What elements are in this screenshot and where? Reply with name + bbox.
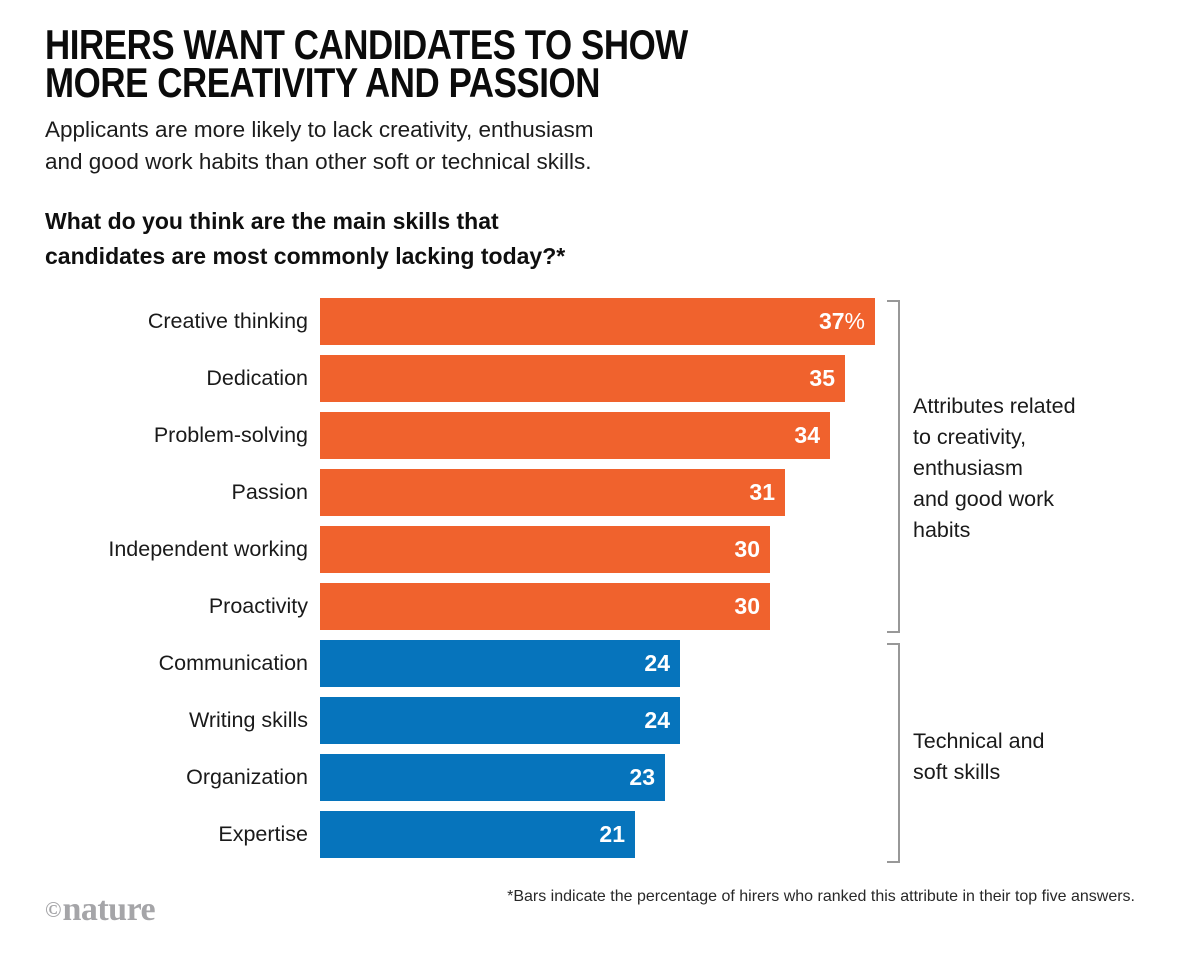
- page-title: HIRERS WANT CANDIDATES TO SHOW MORE CREA…: [45, 21, 688, 106]
- bar: 35: [320, 355, 845, 402]
- category-label: Passion: [231, 480, 309, 504]
- category-label: Problem-solving: [153, 423, 308, 447]
- bar: 24: [320, 697, 680, 744]
- group-bracket-technical: [887, 643, 900, 863]
- bar-row: Communication 24: [0, 640, 1179, 687]
- bar-value-label: 34: [794, 422, 820, 448]
- bar: 34: [320, 412, 830, 459]
- bar: 37%: [320, 298, 875, 345]
- category-label: Expertise: [218, 822, 308, 846]
- subtitle: Applicants are more likely to lack creat…: [45, 117, 594, 174]
- survey-question: What do you think are the main skills th…: [45, 208, 566, 269]
- bar-rows: Creative thinking 37% Dedication 35 Problem-…: [0, 298, 1179, 858]
- group-bracket-creativity: [887, 300, 900, 633]
- footnote: *Bars indicate the percentage of hirers …: [507, 888, 1135, 905]
- group-label-technical: Technical and soft skills: [913, 729, 1045, 784]
- bar-value-label: 30: [734, 536, 760, 562]
- header: HIRERS WANT CANDIDATES TO SHOW MORE CREA…: [45, 21, 1145, 274]
- bar-value-label: 30: [734, 593, 760, 619]
- nature-logo: ©nature: [45, 891, 156, 929]
- category-label: Creative thinking: [147, 309, 308, 333]
- bar: 30: [320, 583, 770, 630]
- bar-row: Problem-solving 34: [0, 412, 1179, 459]
- bar-row: Expertise 21: [0, 811, 1179, 858]
- bar-chart: Creative thinking 37% Dedication 35 Problem-…: [0, 298, 1179, 868]
- bar-value-label: 37: [818, 308, 845, 334]
- bar: 24: [320, 640, 680, 687]
- bar: 23: [320, 754, 665, 801]
- bar-row: Organization 23: [0, 754, 1179, 801]
- bar-row: Writing skills 24: [0, 697, 1179, 744]
- bar-value-label: 35: [809, 365, 835, 391]
- bar-value-label: 23: [629, 764, 655, 790]
- group-label-creativity: Attributes related to creativity, enthus…: [913, 394, 1076, 542]
- bar-value-label: 21: [599, 821, 625, 847]
- bar-value-label: 31: [749, 479, 775, 505]
- bar-row: Creative thinking 37%: [0, 298, 1179, 345]
- bar-value-label: 24: [644, 707, 670, 733]
- category-label: Dedication: [206, 366, 308, 390]
- category-label: Writing skills: [188, 708, 308, 732]
- bar: 31: [320, 469, 785, 516]
- category-label: Proactivity: [208, 594, 308, 618]
- category-label: Organization: [186, 765, 308, 789]
- bar-row: Proactivity 30: [0, 583, 1179, 630]
- bar-row: Passion 31: [0, 469, 1179, 516]
- copyright-symbol: ©: [45, 897, 63, 922]
- bar: 30: [320, 526, 770, 573]
- bar-value-suffix: %: [844, 308, 865, 334]
- bar-row: Independent working 30: [0, 526, 1179, 573]
- bar-row: Dedication 35: [0, 355, 1179, 402]
- bar: 21: [320, 811, 635, 858]
- category-label: Independent working: [108, 537, 308, 561]
- bar-value-label: 24: [644, 650, 670, 676]
- nature-logo-text: nature: [62, 891, 156, 928]
- category-label: Communication: [158, 651, 308, 675]
